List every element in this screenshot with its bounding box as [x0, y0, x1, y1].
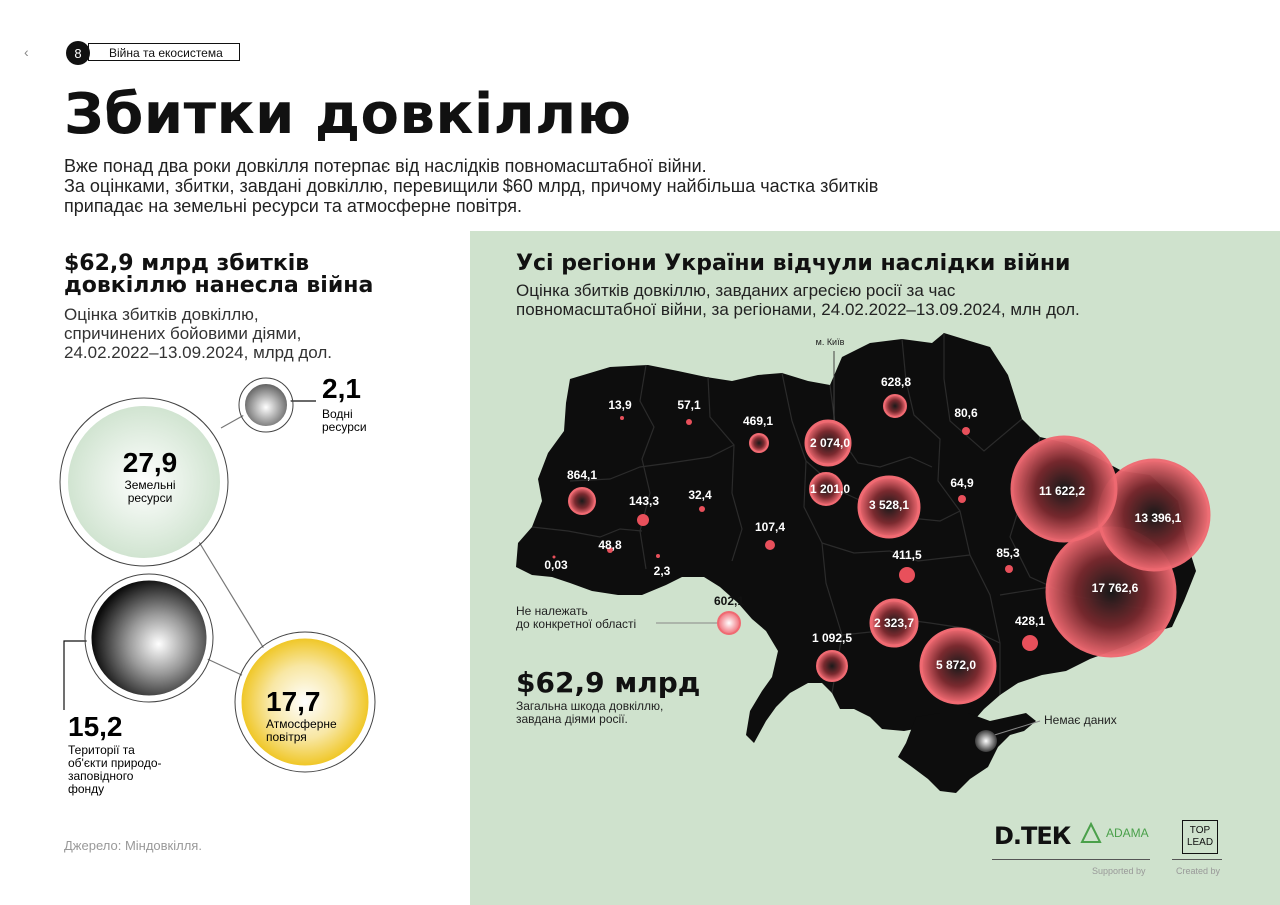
- label-ivano-frankivsk: 48,8: [598, 538, 622, 552]
- label-kharkiv: 11 622,2: [1039, 484, 1085, 498]
- page-number-badge: 8: [66, 41, 90, 65]
- bubble-air-value: 17,7: [266, 686, 321, 717]
- label-luhansk: 13 396,1: [1135, 511, 1182, 525]
- supported-by-note: Supported by: [1092, 866, 1146, 876]
- bubble-lviv: [568, 487, 596, 515]
- label-kherson: 1 092,5: [812, 631, 852, 645]
- bubble-water-text-1: Водні: [322, 407, 353, 421]
- label-vinnytsia: 107,4: [755, 520, 785, 534]
- bubble-air-text-2: повітря: [266, 730, 307, 744]
- label-zhytomyr: 469,1: [743, 414, 773, 428]
- label-mykolaiv: 2 323,7: [874, 616, 914, 630]
- left-headline-1: $62,9 млрд збитків: [64, 251, 310, 276]
- crimea-outline: [898, 713, 1036, 793]
- toplead-logo-lead: LEAD: [1186, 837, 1214, 848]
- bubble-air-text-1: Атмосферне: [266, 717, 337, 731]
- bubble-zhytomyr: [749, 433, 769, 453]
- adama-logo: ADAMA: [1080, 822, 1149, 844]
- map-subtitle-2: повномасштабної війни, за регіонами, 24.…: [516, 300, 1080, 319]
- label-unassigned: 602,1: [714, 594, 744, 608]
- label-chernihiv: 628,8: [881, 375, 911, 389]
- bubble-nature-text-3: заповідного: [68, 769, 134, 783]
- label-rivne: 57,1: [677, 398, 701, 412]
- left-subtitle-1: Оцінка збитків довкіллю,: [64, 305, 259, 324]
- bubble-water-value: 2,1: [322, 373, 361, 404]
- label-kyiv-city: 2 074,0: [810, 436, 850, 450]
- bubble-crimea-nodata: [975, 730, 997, 752]
- label-sumy: 80,6: [954, 406, 978, 420]
- no-data-note: Немає даних: [1044, 713, 1117, 727]
- bubble-mykolaiv: [869, 598, 919, 648]
- section-tag: Війна та екосистема: [88, 43, 240, 61]
- total-note-2: завдана діями росії.: [516, 712, 628, 726]
- bubble-kyiv-oblast: [809, 472, 843, 506]
- label-ternopil: 143,3: [629, 494, 659, 508]
- left-subtitle-2: спричинених бойовими діями,: [64, 324, 302, 343]
- logo-divider-2: [1172, 859, 1222, 860]
- bubble-nature: [86, 575, 212, 701]
- label-khmelnytskyi: 32,4: [688, 488, 712, 502]
- label-poltava-east: 64,9: [950, 476, 974, 490]
- label-chernivtsi: 2,3: [654, 564, 671, 578]
- bubble-land: [62, 400, 226, 564]
- kyiv-city-label: м. Київ: [816, 337, 845, 347]
- damage-bubble-chart: 27,9 Земельні ресурси 17,7 Атмосферне по…: [59, 373, 376, 796]
- label-dnipro: 85,3: [996, 546, 1020, 560]
- map-title: Усі регіони України відчули наслідки вій…: [516, 251, 1071, 276]
- bubble-land-text-2: ресурси: [128, 491, 173, 505]
- bubble-nature-text-4: фонду: [68, 782, 104, 796]
- bubble-water-text-2: ресурси: [322, 420, 367, 434]
- created-by-note: Created by: [1176, 866, 1221, 876]
- label-donetsk: 17 762,6: [1092, 581, 1139, 595]
- bubble-kharkiv: [1010, 435, 1118, 543]
- toplead-logo-top: TOP: [1189, 825, 1211, 836]
- adama-leaf-icon: [1080, 822, 1102, 843]
- bubble-poltava: [857, 475, 921, 539]
- bubble-kyiv-city: [804, 419, 852, 467]
- ukraine-damage-map: 17 762,6 13 396,1 11 622,2 5 872,0 3 528…: [516, 333, 1211, 793]
- bubble-water: [241, 380, 291, 430]
- total-note-1: Загальна шкода довкіллю,: [516, 699, 664, 713]
- intro-line-2: За оцінками, збитки, завдані довкіллю, п…: [64, 176, 879, 196]
- map-subtitle-1: Оцінка збитків довкіллю, завданих агресі…: [516, 281, 956, 300]
- label-kyiv-oblast: 1 201,0: [810, 482, 850, 496]
- logo-divider: [992, 859, 1150, 860]
- label-zaporizhzhia: 5 872,0: [936, 658, 976, 672]
- bubble-kherson: [816, 650, 848, 682]
- unassigned-note-1: Не належать: [516, 604, 588, 618]
- bubble-nature-text-1: Території та: [68, 743, 135, 757]
- source-note: Джерело: Міндовкілля.: [64, 838, 202, 853]
- back-arrow-icon[interactable]: ‹: [24, 44, 29, 60]
- label-kirovohrad: 411,5: [892, 548, 922, 562]
- adama-logo-text: ADAMA: [1106, 826, 1149, 840]
- unassigned-note-2: до конкретної області: [516, 617, 636, 631]
- dtek-logo: D.ТЕК: [994, 822, 1071, 850]
- bubble-chernihiv: [883, 394, 907, 418]
- left-headline-2: довкіллю нанесла війна: [64, 273, 374, 298]
- label-volyn: 13,9: [608, 398, 632, 412]
- bubble-nature-text-2: об'єкти природо-: [68, 756, 162, 770]
- bubble-air: [236, 633, 374, 771]
- intro-line-3: припадає на земельні ресурси та атмосфер…: [64, 196, 522, 216]
- total-damage-value: $62,9 млрд: [516, 666, 701, 699]
- bubble-zaporizhzhia: [919, 627, 997, 705]
- intro-line-1: Вже понад два роки довкілля потерпає від…: [64, 156, 707, 176]
- left-subtitle-3: 24.02.2022–13.09.2024, млрд дол.: [64, 343, 333, 362]
- label-dnipro-south: 428,1: [1015, 614, 1045, 628]
- page-title: Збитки довкіллю: [64, 82, 632, 147]
- bubble-unassigned: [717, 611, 741, 635]
- bubble-land-text-1: Земельні: [125, 478, 176, 492]
- label-poltava: 3 528,1: [869, 498, 909, 512]
- label-zakarpattia: 0,03: [544, 558, 568, 572]
- bubble-nature-value: 15,2: [68, 711, 123, 742]
- bubble-land-value: 27,9: [123, 447, 178, 478]
- toplead-logo: TOP LEAD: [1182, 820, 1218, 854]
- label-lviv: 864,1: [567, 468, 597, 482]
